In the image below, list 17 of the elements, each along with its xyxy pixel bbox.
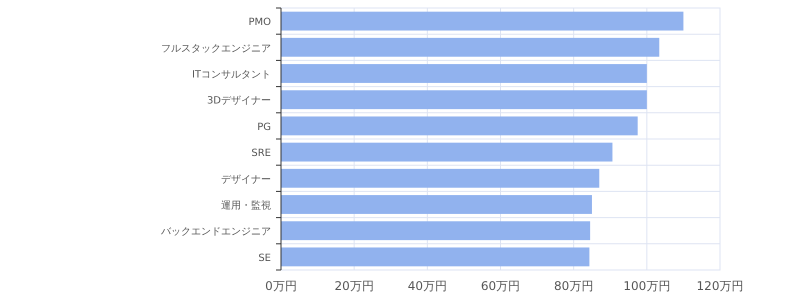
x-tick-label: 120万円 [696, 279, 744, 293]
y-tick-label: SRE [251, 148, 271, 160]
y-tick-label: フルスタックエンジニア [161, 43, 271, 54]
y-tick-label: バックエンドエンジニア [160, 226, 271, 238]
x-tick-label: 0万円 [265, 279, 297, 293]
x-tick-label: 60万円 [480, 279, 520, 293]
y-tick-label: ITコンサルタント [192, 70, 271, 80]
x-tick-label: 100万円 [623, 279, 670, 293]
y-tick-label: 3Dデザイナー [206, 96, 271, 107]
y-tick-label: PMO [248, 17, 272, 28]
x-tick-label: 40万円 [408, 279, 447, 293]
y-tick-label: PG [257, 122, 271, 133]
x-tick-label: 80万円 [554, 279, 594, 293]
x-tick-label: 20万円 [334, 279, 374, 293]
y-tick-label: 運用・監視 [221, 200, 271, 212]
y-tick-label: SE [258, 252, 271, 264]
y-tick-label: デザイナー [221, 174, 271, 186]
